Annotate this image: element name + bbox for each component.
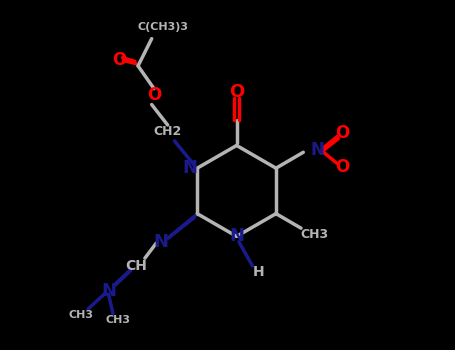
Text: CH: CH — [125, 259, 147, 273]
Text: O: O — [335, 158, 349, 176]
Text: CH3: CH3 — [105, 315, 130, 326]
Text: O: O — [112, 51, 126, 69]
Text: N: N — [153, 233, 168, 251]
Text: N: N — [183, 159, 198, 177]
Text: N: N — [229, 228, 244, 245]
Text: O: O — [335, 124, 349, 142]
Text: O: O — [147, 86, 161, 104]
Text: N: N — [101, 282, 116, 300]
Text: CH3: CH3 — [301, 228, 329, 240]
Text: CH3: CH3 — [69, 310, 94, 320]
Text: O: O — [229, 83, 244, 101]
Text: H: H — [253, 265, 264, 279]
Text: N: N — [310, 141, 324, 159]
Text: CH2: CH2 — [153, 125, 182, 138]
Text: C(CH3)3: C(CH3)3 — [137, 22, 188, 32]
